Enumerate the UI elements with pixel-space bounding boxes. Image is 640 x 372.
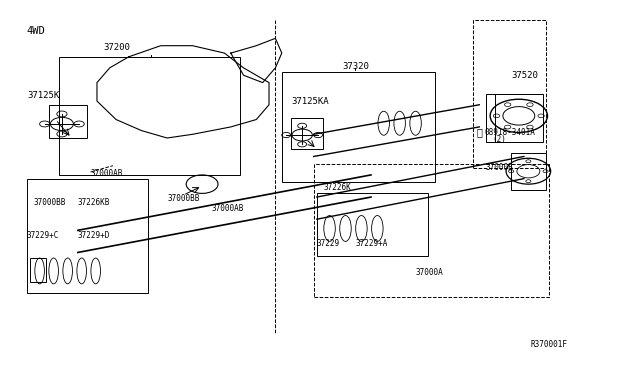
- Text: 37226K: 37226K: [323, 183, 351, 192]
- Bar: [291, 118, 323, 149]
- Bar: [49, 105, 88, 138]
- Text: 37000B: 37000B: [486, 163, 513, 172]
- Text: 37229+D: 37229+D: [78, 231, 110, 240]
- Text: 37200: 37200: [103, 43, 130, 52]
- Bar: [495, 94, 543, 142]
- Bar: [317, 193, 428, 256]
- Bar: [511, 153, 546, 190]
- Text: 37125K: 37125K: [27, 91, 59, 100]
- Text: 37000AB: 37000AB: [91, 169, 123, 177]
- Text: (2): (2): [492, 135, 506, 144]
- Text: R370001F: R370001F: [531, 340, 567, 349]
- Text: 37229+C: 37229+C: [27, 231, 60, 240]
- Bar: [282, 71, 435, 182]
- Bar: [30, 258, 46, 282]
- Text: Ⓝ: Ⓝ: [476, 128, 482, 138]
- Bar: [27, 179, 148, 293]
- Text: 37000AB: 37000AB: [212, 203, 244, 213]
- Text: 08918-3401A: 08918-3401A: [484, 128, 535, 137]
- Text: 37000BB: 37000BB: [33, 198, 66, 207]
- Bar: [59, 57, 241, 175]
- Text: 37000A: 37000A: [415, 268, 444, 277]
- Text: 37226KB: 37226KB: [78, 198, 110, 207]
- Text: 37000BB: 37000BB: [167, 195, 200, 203]
- Text: 37520: 37520: [511, 71, 538, 80]
- Text: 37320: 37320: [342, 61, 369, 71]
- Text: 37125KA: 37125KA: [291, 97, 329, 106]
- Bar: [314, 164, 549, 297]
- Bar: [473, 20, 546, 167]
- Text: 37229+A: 37229+A: [355, 239, 387, 248]
- Text: 37229: 37229: [317, 239, 340, 248]
- Text: 4WD: 4WD: [27, 26, 45, 36]
